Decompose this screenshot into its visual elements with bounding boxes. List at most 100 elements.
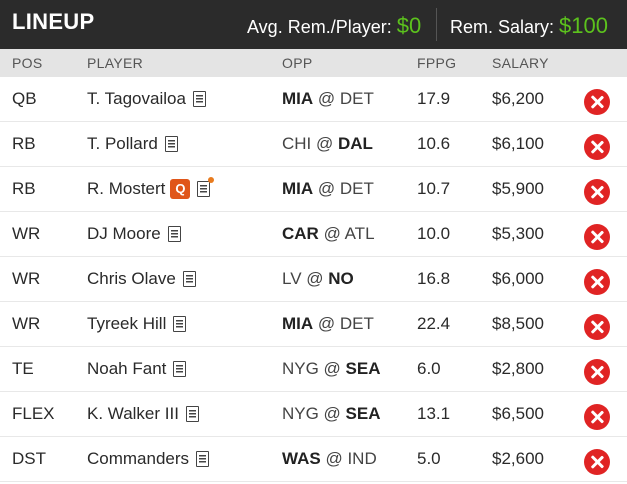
table-row: RB T. Pollard CHI @ DAL 10.6 $6,100 xyxy=(0,122,627,167)
player-name-link[interactable]: Commanders xyxy=(87,449,190,468)
row-fppg: 6.0 xyxy=(417,359,441,378)
col-fppg[interactable]: FPPG xyxy=(417,55,457,71)
col-opp[interactable]: OPP xyxy=(282,55,313,71)
news-icon[interactable] xyxy=(173,316,187,332)
opp-away-team: SEA xyxy=(345,359,381,378)
table-row: WR DJ Moore CAR @ ATL 10.0 $5,300 xyxy=(0,212,627,257)
row-player: Commanders xyxy=(87,449,210,469)
row-position: QB xyxy=(12,89,37,108)
opp-away-team: SEA xyxy=(345,404,381,423)
news-icon[interactable] xyxy=(197,177,215,197)
opp-home-team: MIA xyxy=(282,179,314,198)
news-icon[interactable] xyxy=(185,406,199,422)
lineup-header: LINEUP Avg. Rem./Player: $0 Rem. Salary:… xyxy=(0,0,627,49)
remove-player-icon[interactable] xyxy=(584,89,610,115)
player-name-link[interactable]: K. Walker III xyxy=(87,404,179,423)
row-opponent: MIA @ DET xyxy=(282,314,374,334)
row-salary: $6,000 xyxy=(492,269,544,288)
opp-mid: @ DET xyxy=(313,314,374,333)
news-icon[interactable] xyxy=(173,361,187,377)
row-position: RB xyxy=(12,134,36,153)
remove-player-icon[interactable] xyxy=(584,179,610,205)
remaining-salary-label: Rem. Salary: xyxy=(450,17,560,37)
table-row: RB R. Mostert Q MIA @ DET 10.7 $5,900 xyxy=(0,167,627,212)
row-salary: $5,300 xyxy=(492,224,544,243)
row-fppg: 22.4 xyxy=(417,314,451,333)
row-position: DST xyxy=(12,449,46,468)
row-player: K. Walker III xyxy=(87,404,199,424)
player-name-link[interactable]: Noah Fant xyxy=(87,359,167,378)
row-salary: $2,600 xyxy=(492,449,544,468)
remove-player-icon[interactable] xyxy=(584,224,610,250)
player-name-link[interactable]: T. Tagovailoa xyxy=(87,89,186,108)
col-salary[interactable]: SALARY xyxy=(492,55,549,71)
col-pos[interactable]: POS xyxy=(12,55,43,71)
news-icon[interactable] xyxy=(167,226,181,242)
news-icon[interactable] xyxy=(164,136,178,152)
row-opponent: MIA @ DET xyxy=(282,89,374,109)
row-player: T. Tagovailoa xyxy=(87,89,206,109)
row-player: DJ Moore xyxy=(87,224,181,244)
remaining-salary-value: $100 xyxy=(559,13,608,38)
remove-player-icon[interactable] xyxy=(584,359,610,385)
row-fppg: 10.6 xyxy=(417,134,451,153)
news-icon[interactable] xyxy=(192,91,206,107)
player-name-link[interactable]: T. Pollard xyxy=(87,134,158,153)
opp-home-team: MIA xyxy=(282,89,314,108)
row-position: WR xyxy=(12,314,41,333)
player-name-link[interactable]: Chris Olave xyxy=(87,269,176,288)
remove-player-icon[interactable] xyxy=(584,134,610,160)
opp-home-team: MIA xyxy=(282,314,314,333)
news-icon[interactable] xyxy=(196,451,210,467)
col-player[interactable]: PLAYER xyxy=(87,55,144,71)
row-fppg: 16.8 xyxy=(417,269,451,288)
opp-away-team: NO xyxy=(328,269,354,288)
remaining-salary: Rem. Salary: $100 xyxy=(450,13,608,39)
row-fppg: 17.9 xyxy=(417,89,451,108)
opp-mid: @ IND xyxy=(320,449,377,468)
table-row: QB T. Tagovailoa MIA @ DET 17.9 $6,200 xyxy=(0,77,627,122)
row-position: RB xyxy=(12,179,36,198)
opp-home-team: WAS xyxy=(282,449,321,468)
row-opponent: LV @ NO xyxy=(282,269,354,289)
remove-player-icon[interactable] xyxy=(584,449,610,475)
avg-remaining-per-player: Avg. Rem./Player: $0 xyxy=(247,13,421,39)
avg-remaining-label: Avg. Rem./Player: xyxy=(247,17,397,37)
row-salary: $5,900 xyxy=(492,179,544,198)
row-opponent: CAR @ ATL xyxy=(282,224,375,244)
row-player: Noah Fant xyxy=(87,359,187,379)
table-row: TE Noah Fant NYG @ SEA 6.0 $2,800 xyxy=(0,347,627,392)
remove-player-icon[interactable] xyxy=(584,269,610,295)
opp-prefix: NYG @ xyxy=(282,359,346,378)
opp-mid: @ ATL xyxy=(318,224,375,243)
row-fppg: 10.0 xyxy=(417,224,451,243)
table-row: WR Tyreek Hill MIA @ DET 22.4 $8,500 xyxy=(0,302,627,347)
row-fppg: 10.7 xyxy=(417,179,451,198)
opp-prefix: LV @ xyxy=(282,269,329,288)
remove-player-icon[interactable] xyxy=(584,314,610,340)
row-salary: $6,500 xyxy=(492,404,544,423)
header-divider xyxy=(436,8,437,41)
column-headers: POS PLAYER OPP FPPG SALARY xyxy=(0,49,627,77)
row-salary: $6,200 xyxy=(492,89,544,108)
lineup-title: LINEUP xyxy=(12,9,95,34)
row-player: R. Mostert Q xyxy=(87,177,215,199)
row-salary: $2,800 xyxy=(492,359,544,378)
row-opponent: WAS @ IND xyxy=(282,449,377,469)
opp-prefix: NYG @ xyxy=(282,404,346,423)
avg-remaining-value: $0 xyxy=(396,13,422,38)
table-row: DST Commanders WAS @ IND 5.0 $2,600 xyxy=(0,437,627,482)
row-salary: $6,100 xyxy=(492,134,544,153)
player-name-link[interactable]: DJ Moore xyxy=(87,224,161,243)
row-opponent: NYG @ SEA xyxy=(282,404,381,424)
player-name-link[interactable]: Tyreek Hill xyxy=(87,314,167,333)
news-icon[interactable] xyxy=(182,271,196,287)
row-salary: $8,500 xyxy=(492,314,544,333)
table-row: WR Chris Olave LV @ NO 16.8 $6,000 xyxy=(0,257,627,302)
opp-prefix: CHI @ xyxy=(282,134,338,153)
row-position: TE xyxy=(12,359,34,378)
opp-mid: @ DET xyxy=(313,179,374,198)
row-opponent: NYG @ SEA xyxy=(282,359,381,379)
player-name-link[interactable]: R. Mostert xyxy=(87,179,166,198)
remove-player-icon[interactable] xyxy=(584,404,610,430)
